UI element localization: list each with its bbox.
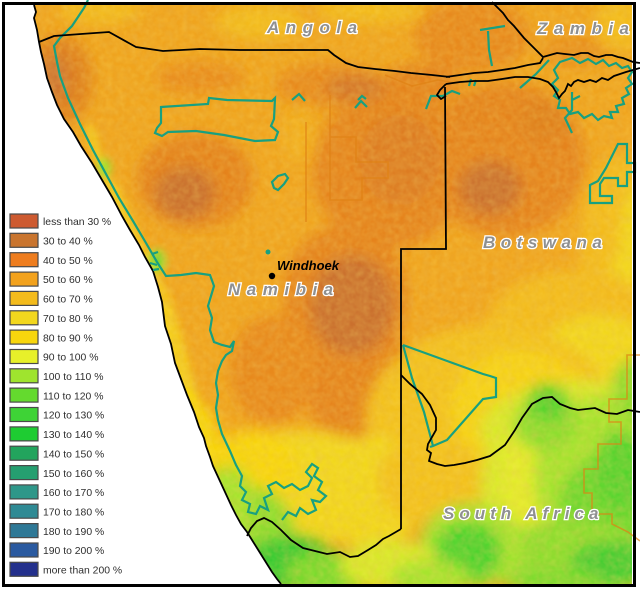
- svg-text:190 to 200 %: 190 to 200 %: [43, 546, 104, 557]
- svg-text:less than 30 %: less than 30 %: [43, 217, 111, 228]
- svg-text:Zambia: Zambia: [536, 19, 636, 38]
- svg-text:30 to 40 %: 30 to 40 %: [43, 237, 93, 248]
- svg-text:80 to 90 %: 80 to 90 %: [43, 333, 93, 344]
- svg-text:130 to 140 %: 130 to 140 %: [43, 430, 104, 441]
- svg-text:90 to 100 %: 90 to 100 %: [43, 353, 98, 364]
- svg-text:South Africa: South Africa: [443, 504, 603, 523]
- svg-text:Botswana: Botswana: [483, 233, 607, 252]
- svg-text:70 to 80 %: 70 to 80 %: [43, 314, 93, 325]
- svg-text:160 to 170 %: 160 to 170 %: [43, 488, 104, 499]
- svg-text:110 to 120 %: 110 to 120 %: [43, 391, 103, 402]
- svg-text:140 to 150 %: 140 to 150 %: [43, 449, 104, 460]
- svg-text:40 to 50 %: 40 to 50 %: [43, 256, 93, 267]
- svg-text:more than 200 %: more than 200 %: [43, 566, 122, 577]
- svg-text:100 to 110 %: 100 to 110 %: [43, 372, 103, 383]
- svg-text:120 to 130 %: 120 to 130 %: [43, 411, 104, 422]
- svg-text:60 to 70 %: 60 to 70 %: [43, 295, 93, 306]
- svg-text:Namibia: Namibia: [228, 280, 340, 299]
- svg-text:Angola: Angola: [266, 18, 364, 37]
- svg-text:Windhoek: Windhoek: [277, 258, 340, 273]
- svg-text:180 to 190 %: 180 to 190 %: [43, 527, 104, 538]
- svg-text:170 to 180 %: 170 to 180 %: [43, 508, 104, 519]
- svg-text:50 to 60 %: 50 to 60 %: [43, 275, 93, 286]
- svg-text:150 to 160 %: 150 to 160 %: [43, 469, 104, 480]
